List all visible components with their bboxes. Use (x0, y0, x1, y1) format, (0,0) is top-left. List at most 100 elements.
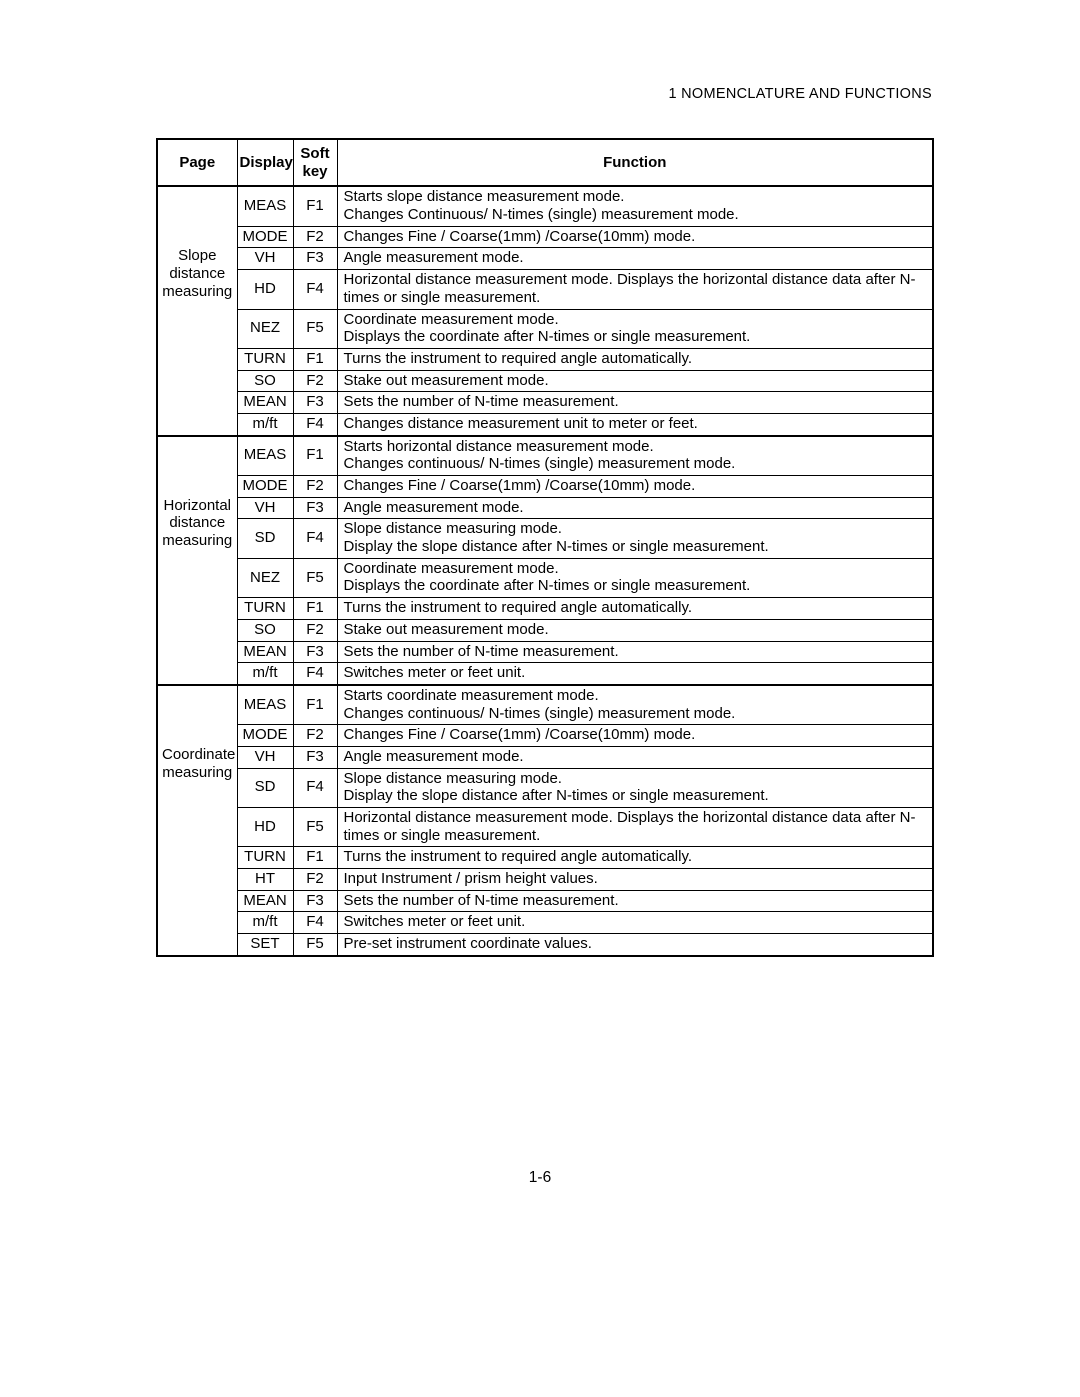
page-label-cell: Horizontaldistancemeasuring (157, 436, 237, 685)
display-cell: MEAN (237, 641, 293, 663)
function-cell: Coordinate measurement mode.Displays the… (337, 558, 933, 597)
softkey-cell: F3 (293, 641, 337, 663)
page-header: 1 NOMENCLATURE AND FUNCTIONS (668, 86, 932, 102)
table-row: SETF5Pre-set instrument coordinate value… (157, 934, 933, 956)
function-cell: Starts coordinate measurement mode.Chang… (337, 685, 933, 725)
display-cell: MEAS (237, 186, 293, 226)
display-cell: MODE (237, 725, 293, 747)
table-row: HDF4Horizontal distance measurement mode… (157, 270, 933, 309)
table-row: HTF2Input Instrument / prism height valu… (157, 869, 933, 891)
function-cell: Angle measurement mode. (337, 497, 933, 519)
softkey-cell: F5 (293, 934, 337, 956)
table-row: VHF3Angle measurement mode. (157, 497, 933, 519)
table-row: HorizontaldistancemeasuringMEASF1Starts … (157, 436, 933, 476)
col-header-display: Display (237, 139, 293, 186)
function-cell: Switches meter or feet unit. (337, 663, 933, 685)
function-cell: Coordinate measurement mode.Displays the… (337, 309, 933, 348)
softkey-cell: F4 (293, 663, 337, 685)
function-cell: Stake out measurement mode. (337, 370, 933, 392)
document-page: 1 NOMENCLATURE AND FUNCTIONS Page Displa… (0, 0, 1080, 1397)
display-cell: VH (237, 497, 293, 519)
table-row: HDF5Horizontal distance measurement mode… (157, 808, 933, 847)
display-cell: HD (237, 270, 293, 309)
softkey-cell: F1 (293, 436, 337, 476)
display-cell: MEAS (237, 685, 293, 725)
table-row: m/ftF4Switches meter or feet unit. (157, 912, 933, 934)
table-row: MODEF2Changes Fine / Coarse(1mm) /Coarse… (157, 476, 933, 498)
table-header-row: Page Display Soft key Function (157, 139, 933, 186)
function-cell: Starts horizontal distance measurement m… (337, 436, 933, 476)
table-row: VHF3Angle measurement mode. (157, 248, 933, 270)
table-row: TURNF1Turns the instrument to required a… (157, 598, 933, 620)
softkey-cell: F1 (293, 847, 337, 869)
softkey-cell: F3 (293, 248, 337, 270)
table-row: CoordinatemeasuringMEASF1Starts coordina… (157, 685, 933, 725)
function-cell: Sets the number of N-time measurement. (337, 890, 933, 912)
softkey-cell: F5 (293, 309, 337, 348)
table-row: MEANF3Sets the number of N-time measurem… (157, 890, 933, 912)
function-cell: Input Instrument / prism height values. (337, 869, 933, 891)
softkey-cell: F4 (293, 270, 337, 309)
softkey-cell: F3 (293, 392, 337, 414)
display-cell: m/ft (237, 413, 293, 435)
function-cell: Changes Fine / Coarse(1mm) /Coarse(10mm)… (337, 476, 933, 498)
softkey-cell: F4 (293, 912, 337, 934)
function-cell: Changes Fine / Coarse(1mm) /Coarse(10mm)… (337, 226, 933, 248)
display-cell: SO (237, 619, 293, 641)
table-body: SlopedistancemeasuringMEASF1Starts slope… (157, 186, 933, 955)
function-cell: Starts slope distance measurement mode.C… (337, 186, 933, 226)
function-cell: Stake out measurement mode. (337, 619, 933, 641)
softkey-cell: F3 (293, 497, 337, 519)
softkey-cell: F4 (293, 519, 337, 558)
display-cell: MODE (237, 226, 293, 248)
function-cell: Turns the instrument to required angle a… (337, 348, 933, 370)
softkey-label-line2: key (302, 163, 327, 180)
softkey-cell: F5 (293, 558, 337, 597)
page-label-cell: Coordinatemeasuring (157, 685, 237, 956)
softkey-cell: F4 (293, 768, 337, 807)
table-row: m/ftF4Switches meter or feet unit. (157, 663, 933, 685)
function-cell: Slope distance measuring mode.Display th… (337, 519, 933, 558)
display-cell: MEAN (237, 890, 293, 912)
page-label-cell: Slopedistancemeasuring (157, 186, 237, 435)
softkey-cell: F2 (293, 226, 337, 248)
function-cell: Sets the number of N-time measurement. (337, 641, 933, 663)
softkey-cell: F2 (293, 619, 337, 641)
table-row: SOF2Stake out measurement mode. (157, 370, 933, 392)
table-row: SDF4Slope distance measuring mode.Displa… (157, 768, 933, 807)
function-cell: Horizontal distance measurement mode. Di… (337, 808, 933, 847)
display-cell: MEAN (237, 392, 293, 414)
softkey-cell: F1 (293, 685, 337, 725)
function-table: Page Display Soft key Function Slopedist… (156, 138, 934, 957)
display-cell: SD (237, 768, 293, 807)
function-cell: Changes Fine / Coarse(1mm) /Coarse(10mm)… (337, 725, 933, 747)
display-cell: VH (237, 248, 293, 270)
table-row: MODEF2Changes Fine / Coarse(1mm) /Coarse… (157, 725, 933, 747)
softkey-cell: F1 (293, 598, 337, 620)
function-cell: Turns the instrument to required angle a… (337, 598, 933, 620)
display-cell: VH (237, 746, 293, 768)
function-cell: Switches meter or feet unit. (337, 912, 933, 934)
function-cell: Turns the instrument to required angle a… (337, 847, 933, 869)
function-table-wrapper: Page Display Soft key Function Slopedist… (156, 138, 932, 957)
softkey-cell: F1 (293, 348, 337, 370)
table-row: TURNF1Turns the instrument to required a… (157, 847, 933, 869)
display-cell: m/ft (237, 663, 293, 685)
softkey-cell: F2 (293, 370, 337, 392)
function-cell: Slope distance measuring mode.Display th… (337, 768, 933, 807)
display-cell: MEAS (237, 436, 293, 476)
table-row: VHF3Angle measurement mode. (157, 746, 933, 768)
softkey-cell: F5 (293, 808, 337, 847)
table-row: SlopedistancemeasuringMEASF1Starts slope… (157, 186, 933, 226)
col-header-softkey: Soft key (293, 139, 337, 186)
softkey-cell: F2 (293, 476, 337, 498)
display-cell: TURN (237, 847, 293, 869)
display-cell: TURN (237, 348, 293, 370)
function-cell: Horizontal distance measurement mode. Di… (337, 270, 933, 309)
display-cell: HD (237, 808, 293, 847)
function-cell: Pre-set instrument coordinate values. (337, 934, 933, 956)
softkey-cell: F2 (293, 869, 337, 891)
softkey-cell: F4 (293, 413, 337, 435)
softkey-label-line1: Soft (300, 145, 329, 162)
display-cell: NEZ (237, 558, 293, 597)
